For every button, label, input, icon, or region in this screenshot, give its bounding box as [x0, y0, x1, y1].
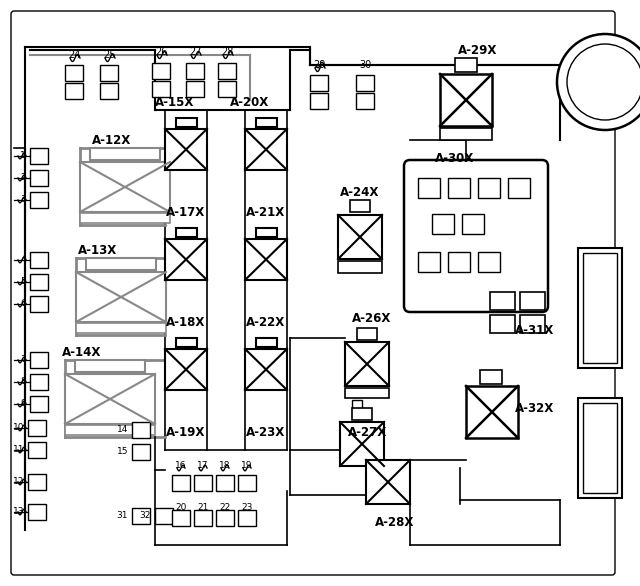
Bar [310, 75, 328, 91]
Bar [30, 148, 48, 164]
Bar [478, 178, 500, 198]
Bar [175, 338, 196, 347]
Bar [352, 400, 362, 416]
Text: A-17X: A-17X [166, 206, 205, 219]
Text: A-12X: A-12X [92, 134, 132, 146]
Text: 24: 24 [68, 50, 81, 60]
Bar [165, 349, 207, 390]
Bar [448, 178, 470, 198]
Bar [440, 74, 492, 126]
Text: A-30X: A-30X [435, 152, 475, 165]
Text: 21: 21 [197, 503, 209, 512]
Text: 17: 17 [197, 462, 209, 471]
Text: A-19X: A-19X [166, 425, 205, 438]
Bar [520, 315, 545, 333]
Text: A-21X: A-21X [246, 206, 285, 219]
Text: A-13X: A-13X [78, 244, 118, 257]
Text: 13: 13 [13, 507, 24, 516]
Bar [65, 374, 155, 424]
Bar [366, 460, 410, 504]
Bar [30, 296, 48, 312]
Bar [245, 129, 287, 170]
Text: A-31X: A-31X [515, 323, 555, 336]
Bar [165, 239, 207, 280]
Bar [65, 83, 83, 99]
Bar [490, 292, 515, 310]
Bar [455, 58, 477, 72]
Text: 15: 15 [116, 448, 128, 456]
Text: A-22X: A-22X [246, 315, 285, 329]
Text: 19: 19 [241, 462, 253, 471]
Bar [478, 252, 500, 272]
Bar [340, 422, 384, 466]
Text: 5: 5 [20, 278, 26, 287]
Bar [218, 63, 236, 79]
Bar [216, 510, 234, 526]
Bar [165, 129, 207, 170]
Bar [255, 228, 276, 237]
Bar [352, 408, 372, 420]
Bar [490, 315, 515, 333]
Bar [345, 388, 389, 398]
Bar [466, 386, 518, 438]
Bar [172, 510, 190, 526]
Bar [356, 75, 374, 91]
Text: 30: 30 [359, 60, 371, 70]
Bar [194, 510, 212, 526]
Bar [30, 170, 48, 186]
Bar [175, 118, 196, 127]
Bar [480, 370, 502, 384]
Bar [345, 342, 389, 386]
Text: A-26X: A-26X [352, 312, 392, 325]
Text: 32: 32 [140, 512, 151, 520]
Circle shape [557, 34, 640, 130]
Bar [28, 504, 46, 520]
Text: 16: 16 [175, 462, 187, 471]
Bar [218, 81, 236, 97]
Text: 10: 10 [13, 424, 24, 432]
Bar [90, 148, 160, 160]
Text: A-20X: A-20X [230, 96, 269, 108]
Bar [80, 162, 170, 212]
Bar [30, 374, 48, 390]
Bar [338, 215, 382, 259]
Bar [86, 258, 156, 270]
Text: 12: 12 [13, 478, 24, 486]
Text: 8: 8 [20, 377, 26, 387]
Bar [440, 128, 492, 140]
Text: A-15X: A-15X [156, 96, 195, 108]
Bar [28, 474, 46, 490]
Bar [432, 214, 454, 234]
Bar [338, 261, 382, 273]
Bar [238, 475, 256, 491]
Bar [28, 442, 46, 458]
Text: 20: 20 [175, 503, 187, 512]
Text: A-27X: A-27X [348, 425, 388, 438]
Bar [418, 178, 440, 198]
Text: 22: 22 [220, 503, 230, 512]
Text: A-23X: A-23X [246, 425, 285, 438]
Text: A-14X: A-14X [62, 346, 102, 359]
Text: A-18X: A-18X [166, 315, 205, 329]
Bar [186, 63, 204, 79]
Text: 25: 25 [103, 50, 115, 60]
Text: 4: 4 [20, 255, 26, 264]
Circle shape [567, 44, 640, 120]
Text: 27: 27 [189, 47, 202, 57]
Bar [28, 420, 46, 436]
Text: 9: 9 [20, 400, 26, 408]
Text: 6: 6 [20, 299, 26, 308]
Bar [418, 252, 440, 272]
Bar [310, 93, 328, 109]
Bar [194, 475, 212, 491]
Bar [30, 252, 48, 268]
Bar [255, 338, 276, 347]
Text: 26: 26 [155, 47, 168, 57]
Bar [175, 228, 196, 237]
Bar [578, 398, 622, 498]
FancyBboxPatch shape [11, 11, 615, 575]
Bar [65, 65, 83, 81]
Text: A-32X: A-32X [515, 401, 555, 414]
Text: 31: 31 [116, 512, 128, 520]
